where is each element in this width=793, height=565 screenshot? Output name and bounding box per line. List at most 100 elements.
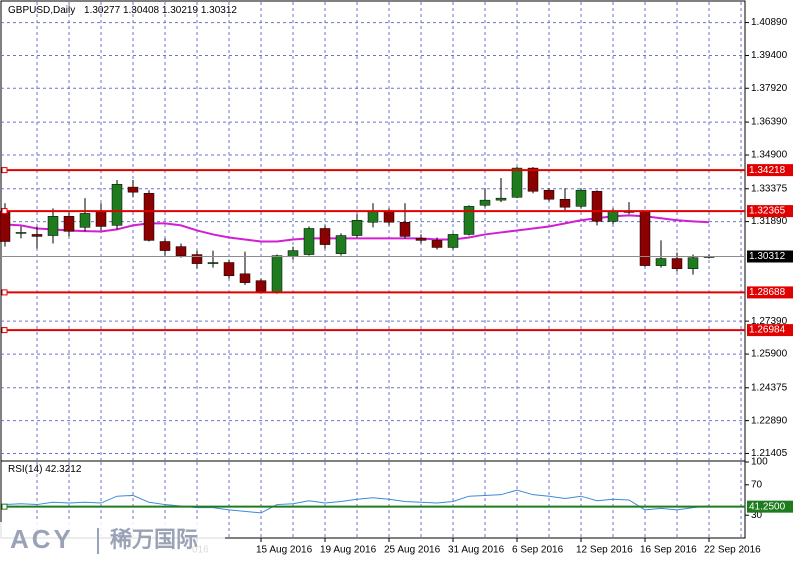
candle-body [527,167,539,192]
rsi-line [4,489,710,514]
candle-body [79,213,91,228]
x-tick-label: 19 Aug 2016 [320,545,377,556]
candle-body [559,199,571,208]
candle-body [399,222,411,237]
candle-body [431,240,443,248]
level-anchor [1,327,8,334]
candle-body [31,234,43,237]
candle-body [303,228,315,255]
candle-body [127,186,139,193]
candle-body [639,211,651,266]
candle-body [495,197,507,201]
candle-body [191,254,203,264]
level-anchor [1,289,8,296]
rsi-title: RSI(14) 42.3212 [8,464,82,475]
level-label-bg [747,205,793,218]
x-tick-label: 6 Sep 2016 [512,545,564,556]
chart-title: GBPUSD,Daily 1.30277 1.30408 1.30219 1.3… [8,5,237,16]
y-tick-label: 1.39400 [751,50,788,61]
x-tick-label: 25 Aug 2016 [384,545,441,556]
candle-body [575,189,587,207]
candle-body [447,234,459,248]
close: 1.30312 [201,5,238,16]
candle-body [383,211,395,223]
x-tick-label: 31 Aug 2016 [448,545,505,556]
level-label: 1.34218 [749,165,786,176]
candle-body [111,183,123,226]
x-tick-label: 15 Aug 2016 [256,545,313,556]
candle-body [655,258,667,266]
candle-body [175,246,187,256]
moving-average [4,214,710,243]
y-tick-label: 1.27390 [751,316,788,327]
candle-body [687,257,699,269]
rsi-level-label: 41.2500 [749,501,786,512]
candle-body [335,235,347,254]
candle-body [671,258,683,269]
watermark-name: 稀万国际 [110,527,198,552]
candle-body [415,238,427,241]
candle-body [511,167,523,198]
candle-body [479,199,491,206]
candle-body [607,211,619,222]
current-price-bg [747,250,793,263]
x-tick-label: 16 Sep 2016 [640,545,697,556]
y-tick-label: 1.40890 [751,17,788,28]
low: 1.30219 [162,5,199,16]
candle-body [271,255,283,292]
open: 1.30277 [84,5,121,16]
current-price-label: 1.30312 [749,251,786,262]
candle-body [0,211,11,242]
candle-body [143,193,155,241]
rsi-value: 42.3212 [45,464,82,475]
y-tick-label: 1.22890 [751,415,788,426]
level-anchor [1,167,8,174]
candle-body [351,220,363,236]
candle-body [367,211,379,223]
symbol: GBPUSD,Daily [8,5,75,16]
candle-body [47,216,59,236]
x-tick-label: 22 Sep 2016 [704,545,761,556]
y-tick-label: 1.34900 [751,150,788,161]
candle-body [159,241,171,251]
x-tick-label: 12 Sep 2016 [576,545,633,556]
level-label: 1.26984 [749,325,786,336]
rsi-tick-label: 100 [751,457,768,468]
candle-body [223,262,235,277]
rsi-name: RSI(14) [8,464,42,475]
level-anchor [1,208,8,215]
watermark: ACY 稀万国际 [0,522,225,556]
rsi-tick-label: 70 [751,479,763,490]
y-tick-label: 1.21405 [751,448,788,459]
rsi-level-anchor [1,503,8,510]
y-tick-label: 1.25900 [751,349,788,360]
rsi-tick-label: 30 [751,510,763,521]
candle-body [239,273,251,283]
candle-body [207,262,219,264]
level-label-bg [747,324,793,337]
candle-body [63,216,75,232]
candle-body [319,228,331,245]
level-label-bg [747,164,793,177]
level-label-bg [747,286,793,299]
watermark-brand: ACY [10,524,74,554]
y-tick-label: 1.37920 [751,83,788,94]
candle-body [543,189,555,200]
plot-frame [0,0,746,539]
y-tick-label: 1.36390 [751,117,788,128]
candle-body [463,206,475,235]
level-label: 1.28688 [749,287,786,298]
y-tick-label: 1.24375 [751,382,788,393]
y-tick-label: 1.33375 [751,183,788,194]
y-tick-label: 1.31890 [751,216,788,227]
candle-body [287,250,299,257]
rsi-level-bg [747,500,793,513]
candle-body [95,211,107,227]
candle-body [255,280,267,292]
candle-body [591,191,603,222]
watermark-bg [0,522,225,556]
candle-body [15,232,27,234]
level-label: 1.32365 [749,206,786,217]
